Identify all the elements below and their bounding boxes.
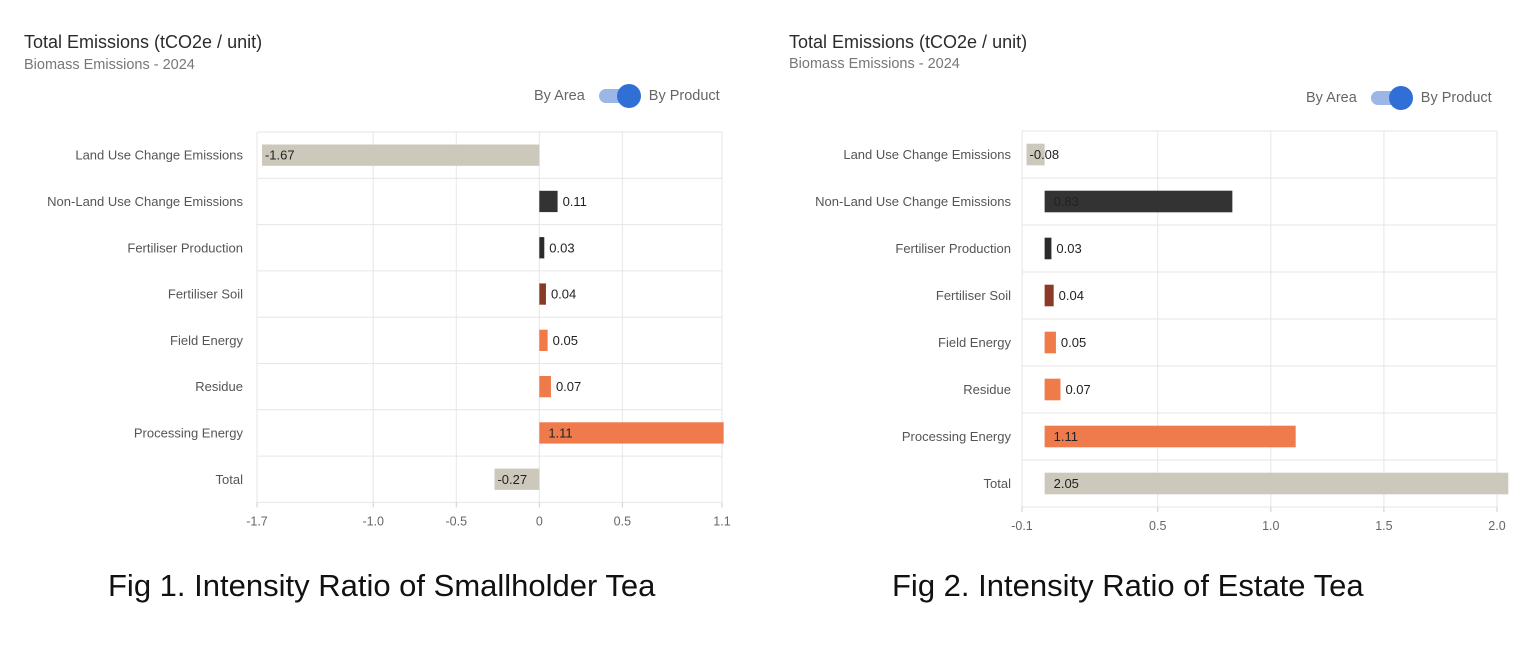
category-label: Residue — [195, 379, 243, 394]
bar — [1026, 143, 1045, 166]
x-tick-label: -0.5 — [446, 514, 468, 528]
bar — [539, 376, 551, 398]
data-label: 0.03 — [1056, 241, 1081, 256]
by-area-label[interactable]: By Area — [534, 88, 585, 104]
chart2-title: Total Emissions (tCO2e / unit) — [789, 32, 1028, 52]
data-label: 0.05 — [553, 333, 578, 348]
category-label: Land Use Change Emissions — [75, 148, 243, 163]
by-product-label[interactable]: By Product — [1420, 90, 1492, 106]
view-toggle-switch[interactable] — [1370, 86, 1413, 110]
by-product-label[interactable]: By Product — [648, 88, 720, 104]
x-tick-label: 1.1 — [713, 514, 730, 528]
category-label: Fertiliser Soil — [168, 287, 243, 302]
bar — [1044, 237, 1052, 260]
data-label: 0.11 — [563, 194, 587, 209]
bar — [494, 468, 540, 490]
data-label: 0.07 — [556, 379, 581, 394]
category-label: Total — [984, 476, 1012, 491]
category-label: Field Energy — [170, 333, 243, 348]
data-label: -0.08 — [1030, 147, 1060, 162]
chart2-view-toggle: By Area By Product — [1306, 86, 1492, 110]
data-label: 1.11 — [1054, 429, 1078, 444]
category-label: Non-Land Use Change Emissions — [815, 194, 1011, 209]
category-label: Fertiliser Production — [127, 240, 243, 255]
data-label: 0.04 — [551, 287, 576, 302]
category-label: Field Energy — [938, 335, 1011, 350]
data-label: 0.04 — [1059, 288, 1084, 303]
bar — [1044, 378, 1061, 401]
x-tick-label: 1.5 — [1375, 519, 1392, 533]
bar — [261, 144, 540, 166]
category-label: Processing Energy — [134, 425, 244, 440]
chart1-view-toggle: By Area By Product — [534, 84, 720, 108]
bar — [539, 237, 545, 259]
data-label: 0.83 — [1054, 194, 1079, 209]
x-tick-label: 0.5 — [1149, 519, 1166, 533]
bar — [539, 329, 548, 351]
chart1-title: Total Emissions (tCO2e / unit) — [24, 32, 263, 52]
bar — [1044, 284, 1054, 307]
x-tick-label: 0.5 — [614, 514, 631, 528]
chart1-caption: Fig 1. Intensity Ratio of Smallholder Te… — [108, 568, 656, 603]
category-label: Non-Land Use Change Emissions — [47, 194, 243, 209]
x-tick-label: 0 — [536, 514, 543, 528]
bar — [1044, 472, 1509, 495]
by-area-label[interactable]: By Area — [1306, 90, 1357, 106]
bar — [1044, 190, 1233, 213]
category-label: Fertiliser Production — [895, 241, 1011, 256]
x-tick-label: 2.0 — [1488, 519, 1505, 533]
data-label: 0.07 — [1065, 382, 1090, 397]
data-label: 1.11 — [548, 425, 572, 440]
x-tick-label: -1.0 — [362, 514, 384, 528]
bar — [539, 422, 724, 444]
chart1-subtitle: Biomass Emissions - 2024 — [24, 57, 195, 73]
bar — [539, 190, 558, 213]
data-label: 2.05 — [1054, 476, 1079, 491]
category-label: Processing Energy — [902, 429, 1012, 444]
bar — [1044, 331, 1056, 354]
bar — [539, 283, 546, 305]
data-label: -1.67 — [265, 148, 295, 163]
category-label: Land Use Change Emissions — [843, 147, 1011, 162]
x-tick-label: -1.7 — [246, 514, 268, 528]
category-label: Residue — [963, 382, 1011, 397]
x-tick-label: -0.1 — [1011, 519, 1033, 533]
data-label: 0.03 — [549, 240, 574, 255]
x-tick-label: 1.0 — [1262, 519, 1279, 533]
view-toggle-switch[interactable] — [598, 84, 641, 108]
data-label: -0.27 — [497, 472, 527, 487]
chart2-subtitle: Biomass Emissions - 2024 — [789, 56, 960, 72]
category-label: Total — [216, 472, 244, 487]
category-label: Fertiliser Soil — [936, 288, 1011, 303]
data-label: 0.05 — [1061, 335, 1086, 350]
chart2-caption: Fig 2. Intensity Ratio of Estate Tea — [892, 568, 1364, 603]
bar — [1044, 425, 1296, 448]
